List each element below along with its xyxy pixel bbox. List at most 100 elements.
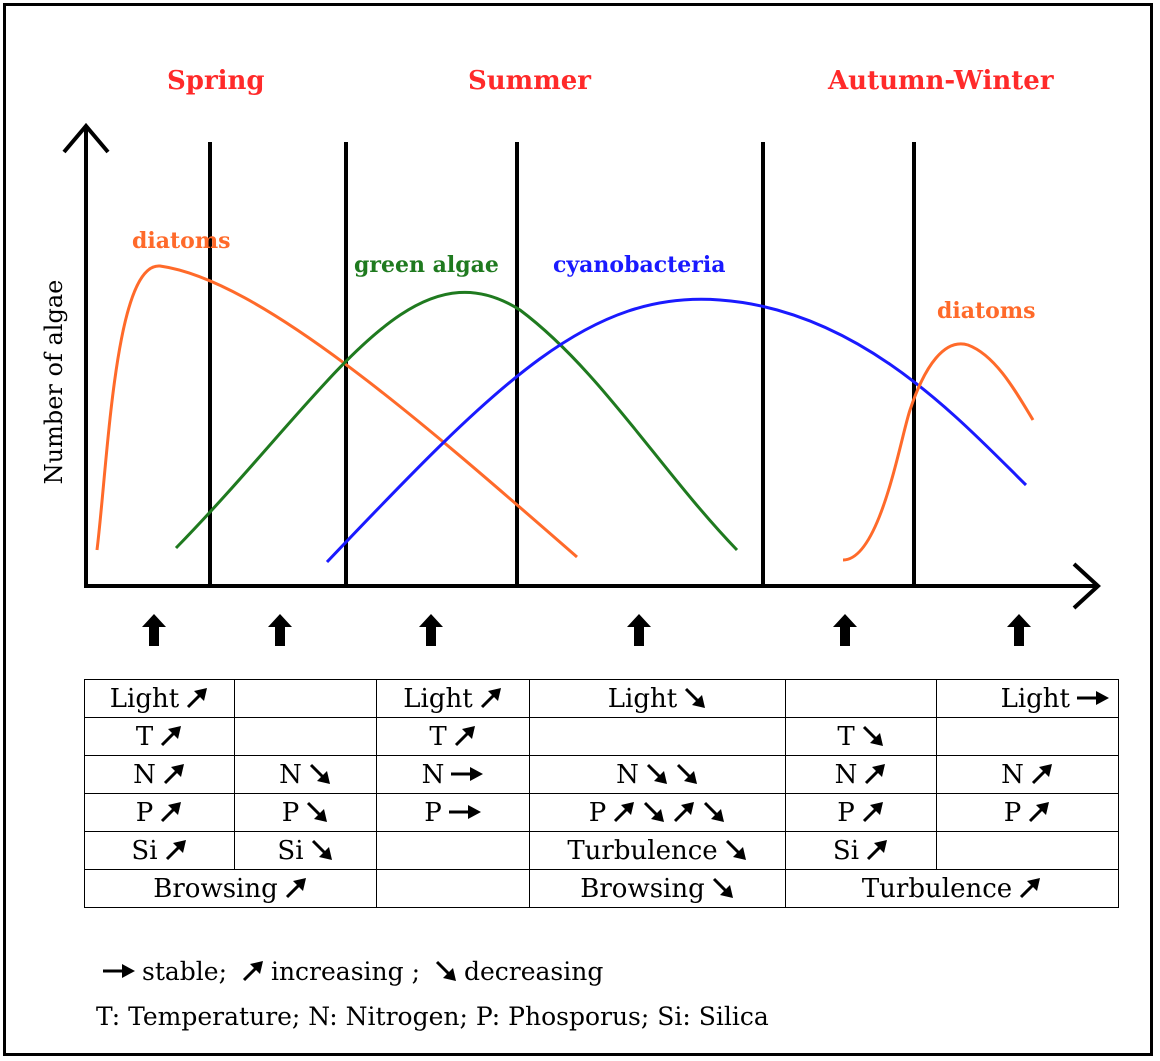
arrow-legend: stable; increasing ; decreasing <box>96 957 603 986</box>
factor-label: N <box>1001 759 1024 790</box>
diatoms-spring-curve <box>95 264 578 559</box>
factor-label: Turbulence <box>567 835 718 866</box>
table-cell: N <box>234 755 377 794</box>
table-cell: N <box>376 755 530 794</box>
stable-arrow-icon <box>103 964 135 978</box>
environmental-factors-table: Light Light Light Light T T T N N N N N N P P P P P P Si Si T… <box>84 679 1119 908</box>
table-cell: N <box>529 755 786 794</box>
decreasing-arrow-icon <box>309 763 330 784</box>
period-arrow-icon <box>627 614 651 646</box>
table-cell <box>376 831 530 870</box>
decreasing-arrow-icon <box>725 839 746 860</box>
table-row: Browsing Browsing Turbulence <box>84 869 1119 908</box>
factor-label: T <box>135 721 154 752</box>
increasing-arrow-icon <box>235 957 271 986</box>
increasing-arrow-icon <box>242 961 263 982</box>
table-cell: Light <box>84 679 235 718</box>
diatoms-autumn-label: diatoms <box>937 298 1036 324</box>
stable-arrow-icon <box>451 766 484 781</box>
factor-label: P <box>588 797 607 828</box>
increasing-arrow-icon <box>1031 763 1052 784</box>
table-row: Light Light Light Light <box>84 679 1119 718</box>
increasing-arrow-icon <box>614 801 635 822</box>
green-algae-label: green algae <box>354 252 499 278</box>
table-cell: T <box>785 717 937 756</box>
increasing-arrow-icon <box>865 763 886 784</box>
period-arrow-icon <box>142 614 166 646</box>
factor-label: P <box>424 797 442 828</box>
table-cell: Si <box>785 831 937 870</box>
factor-label: N <box>421 759 445 790</box>
factor-label: P <box>1003 797 1022 828</box>
table-cell <box>376 869 530 908</box>
table-cell: Turbulence <box>529 831 786 870</box>
factor-label: Light <box>607 683 678 714</box>
table-cell <box>234 679 377 718</box>
increasing-arrow-icon <box>285 877 306 898</box>
increasing-arrow-icon <box>187 687 208 708</box>
decreasing-arrow-icon <box>646 763 667 784</box>
decreasing-arrow-icon <box>307 801 328 822</box>
increasing-arrow-icon <box>454 725 475 746</box>
decreasing-arrow-icon <box>685 687 706 708</box>
stable-arrow-icon <box>96 957 142 986</box>
increasing-arrow-icon <box>480 687 501 708</box>
factor-label: P <box>135 797 154 828</box>
stable-arrow-icon <box>1077 690 1109 705</box>
table-cell: T <box>376 717 530 756</box>
factor-label: T <box>429 721 447 752</box>
season-label-autumn-winter: Autumn-Winter <box>828 66 1054 96</box>
table-cell: Light <box>529 679 786 718</box>
table-cell <box>936 717 1119 756</box>
table-cell: N <box>936 755 1119 794</box>
table-cell: T <box>84 717 235 756</box>
legend-decreasing: decreasing <box>463 957 604 986</box>
factor-label: Light <box>109 683 180 714</box>
cyanobacteria-curve <box>325 297 1028 564</box>
table-cell <box>529 717 786 756</box>
figure-frame <box>3 3 1153 1056</box>
stable-arrow-icon <box>448 804 481 819</box>
y-axis-label: Number of algae <box>40 280 68 485</box>
diatoms-autumn-curve <box>842 342 1035 562</box>
decreasing-arrow-icon <box>435 960 456 981</box>
decreasing-arrow-icon <box>644 801 665 822</box>
table-cell: Light <box>936 679 1119 718</box>
factor-label: P <box>281 797 300 828</box>
decreasing-arrow-icon <box>862 725 883 746</box>
table-cell: P <box>376 793 530 832</box>
increasing-arrow-icon <box>165 839 186 860</box>
factor-label: N <box>616 759 639 790</box>
table-cell <box>234 717 377 756</box>
table-cell: Si <box>84 831 235 870</box>
x-axis-arrowhead <box>1072 562 1101 610</box>
factor-label: Light <box>403 683 473 714</box>
factor-label: P <box>837 797 855 828</box>
table-cell <box>936 831 1119 870</box>
factor-label: N <box>279 759 302 790</box>
factor-label: Si <box>832 835 860 866</box>
diatoms-spring-label: diatoms <box>132 228 231 254</box>
increasing-arrow-icon <box>161 725 182 746</box>
increasing-arrow-icon <box>674 801 695 822</box>
factor-label: Browsing <box>580 873 705 904</box>
table-cell: P <box>785 793 937 832</box>
period-arrow-icon <box>1007 614 1031 646</box>
table-cell: P <box>234 793 377 832</box>
factor-label: N <box>133 759 156 790</box>
table-cell: P <box>529 793 786 832</box>
table-cell: P <box>84 793 235 832</box>
period-arrow-icon <box>268 614 292 646</box>
factor-label: Turbulence <box>861 873 1013 904</box>
table-cell: N <box>785 755 937 794</box>
table-cell: Turbulence <box>785 869 1119 908</box>
decreasing-arrow-icon <box>704 801 725 822</box>
factor-label: N <box>834 759 858 790</box>
table-cell: Si <box>234 831 377 870</box>
cyanobacteria-label: cyanobacteria <box>553 252 726 278</box>
season-label-spring: Spring <box>167 66 265 96</box>
table-cell <box>785 679 937 718</box>
